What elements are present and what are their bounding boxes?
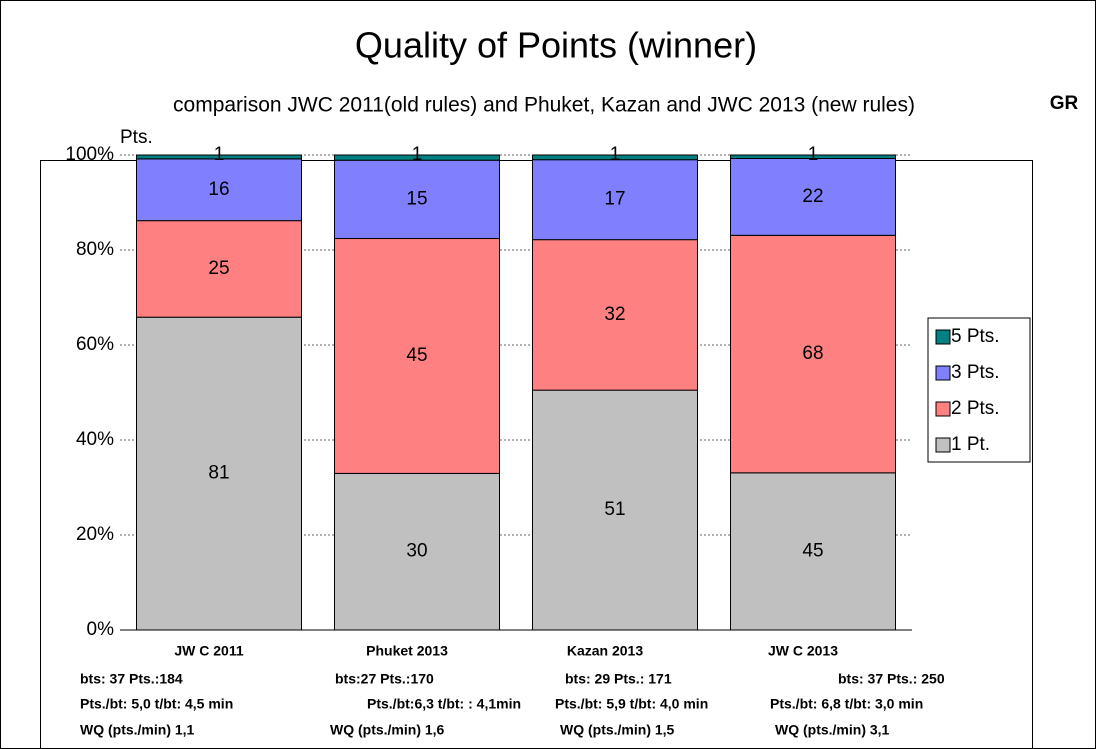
annotation: WQ (pts./min) 1,5 (560, 722, 675, 738)
y-tick-label: 80% (76, 239, 114, 260)
bar-segment (334, 472, 500, 631)
bar-segment (532, 159, 698, 241)
bar-segment (334, 154, 500, 161)
y-tick-label: 20% (76, 524, 114, 545)
annotation: Pts./bt: 5,9 t/bt: 4,0 min (555, 696, 708, 712)
data-label: 17 (604, 189, 625, 210)
annotation: bts: 29 Pts.: 171 (565, 671, 672, 687)
data-label: 1 (808, 144, 819, 165)
bar-segment (136, 158, 302, 222)
annotation: WQ (pts./min) 1,6 (330, 722, 445, 738)
data-label: 30 (406, 541, 427, 562)
subtitle: comparison JWC 2011(old rules) and Phuke… (173, 94, 915, 117)
data-label: 25 (208, 258, 229, 279)
y-tick-label: 40% (76, 429, 114, 450)
legend-swatch (935, 401, 951, 417)
data-label: 45 (802, 540, 823, 561)
bar-segment (730, 234, 896, 474)
legend-swatch (935, 329, 951, 345)
annotation: WQ (pts./min) 3,1 (775, 722, 890, 738)
annotation: WQ (pts./min) 1,1 (80, 722, 195, 738)
bar-segment (730, 472, 896, 631)
legend-label: 1 Pt. (951, 434, 990, 455)
y-tick-label: 0% (87, 619, 115, 640)
annotation: bts:27 Pts.:170 (335, 671, 434, 687)
data-label: 51 (604, 499, 625, 520)
bar-segment (136, 154, 302, 160)
data-label: 32 (604, 304, 625, 325)
bar-segment (730, 157, 896, 236)
annotation: Pts./bt: 5,0 t/bt: 4,5 min (80, 696, 233, 712)
bar-segment (136, 220, 302, 318)
data-label: 68 (802, 343, 823, 364)
x-tick-label: JW C 2013 (768, 643, 838, 659)
data-label: 1 (610, 144, 621, 165)
y-tick-label: 60% (76, 334, 114, 355)
legend-label: 2 Pts. (951, 398, 1000, 419)
x-tick-label: Phuket 2013 (366, 643, 448, 659)
data-label: 15 (406, 188, 427, 209)
annotation: bts: 37 Pts.: 250 (838, 671, 945, 687)
data-label: 45 (406, 345, 427, 366)
corner-label: GR (1050, 93, 1079, 114)
legend-label: 5 Pts. (951, 326, 1000, 347)
legend-swatch (935, 365, 951, 381)
bar-segment (532, 389, 698, 631)
bar-segment (334, 238, 500, 474)
bar-segment (136, 316, 302, 631)
legend-label: 3 Pts. (951, 362, 1000, 383)
legend-swatch (935, 437, 951, 453)
x-tick-label: JW C 2011 (174, 643, 243, 659)
y-tick-label: 100% (65, 144, 114, 165)
bar-segment (532, 239, 698, 391)
chart-title: Quality of Points (winner) (355, 25, 757, 66)
annotation: bts: 37 Pts.:184 (80, 671, 183, 687)
bar-segment (532, 154, 698, 161)
data-label: 22 (802, 186, 823, 207)
data-label: 81 (208, 463, 229, 484)
bar-segment (730, 154, 896, 159)
data-label: 1 (214, 144, 225, 165)
annotation: Pts./bt: 6,8 t/bt: 3,0 min (770, 696, 923, 712)
annotation: Pts./bt:6,3 t/bt: : 4,1min (367, 696, 521, 712)
data-label: 1 (412, 144, 423, 165)
data-label: 16 (208, 179, 229, 200)
y-axis-label: Pts. (120, 127, 153, 148)
x-tick-label: Kazan 2013 (567, 643, 643, 659)
bar-segment (334, 159, 500, 240)
